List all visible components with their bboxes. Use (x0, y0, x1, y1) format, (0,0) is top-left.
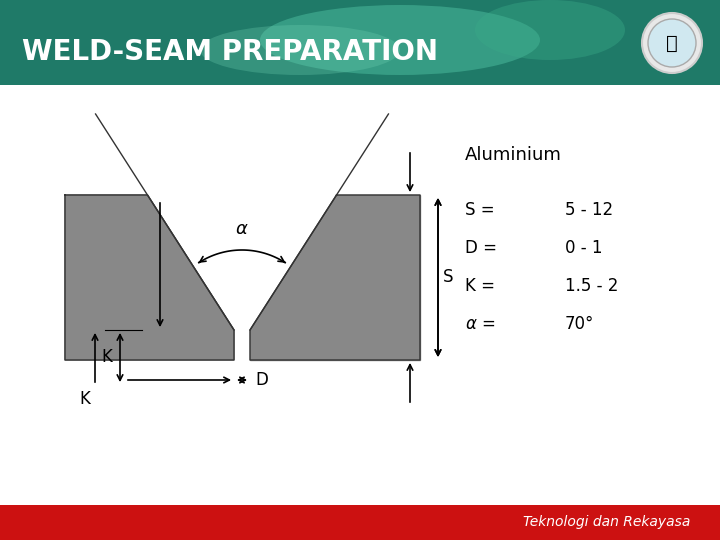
Text: 5 - 12: 5 - 12 (565, 201, 613, 219)
Text: WELD-SEAM PREPARATION: WELD-SEAM PREPARATION (22, 38, 438, 66)
Circle shape (648, 19, 696, 67)
Text: S =: S = (465, 201, 495, 219)
Text: 🏛: 🏛 (666, 33, 678, 52)
Circle shape (642, 13, 702, 73)
Text: D: D (255, 371, 268, 389)
Text: K: K (101, 348, 112, 367)
Bar (0, 85, 720, 505)
Text: K =: K = (465, 277, 495, 295)
Text: D =: D = (465, 239, 497, 257)
Ellipse shape (475, 0, 625, 60)
Ellipse shape (260, 5, 540, 75)
Bar (0, 505, 720, 540)
Text: S: S (443, 268, 454, 287)
Bar (0, 0, 720, 85)
Text: $\alpha$ =: $\alpha$ = (465, 315, 495, 333)
Text: 1.5 - 2: 1.5 - 2 (565, 277, 618, 295)
Text: Aluminium: Aluminium (465, 146, 562, 164)
Text: 0 - 1: 0 - 1 (565, 239, 603, 257)
Text: K: K (79, 390, 90, 408)
Text: 70°: 70° (565, 315, 595, 333)
Text: $\alpha$: $\alpha$ (235, 220, 249, 238)
Ellipse shape (200, 25, 400, 75)
Polygon shape (65, 195, 234, 360)
Polygon shape (250, 195, 420, 360)
Text: Teknologi dan Rekayasa: Teknologi dan Rekayasa (523, 515, 690, 529)
